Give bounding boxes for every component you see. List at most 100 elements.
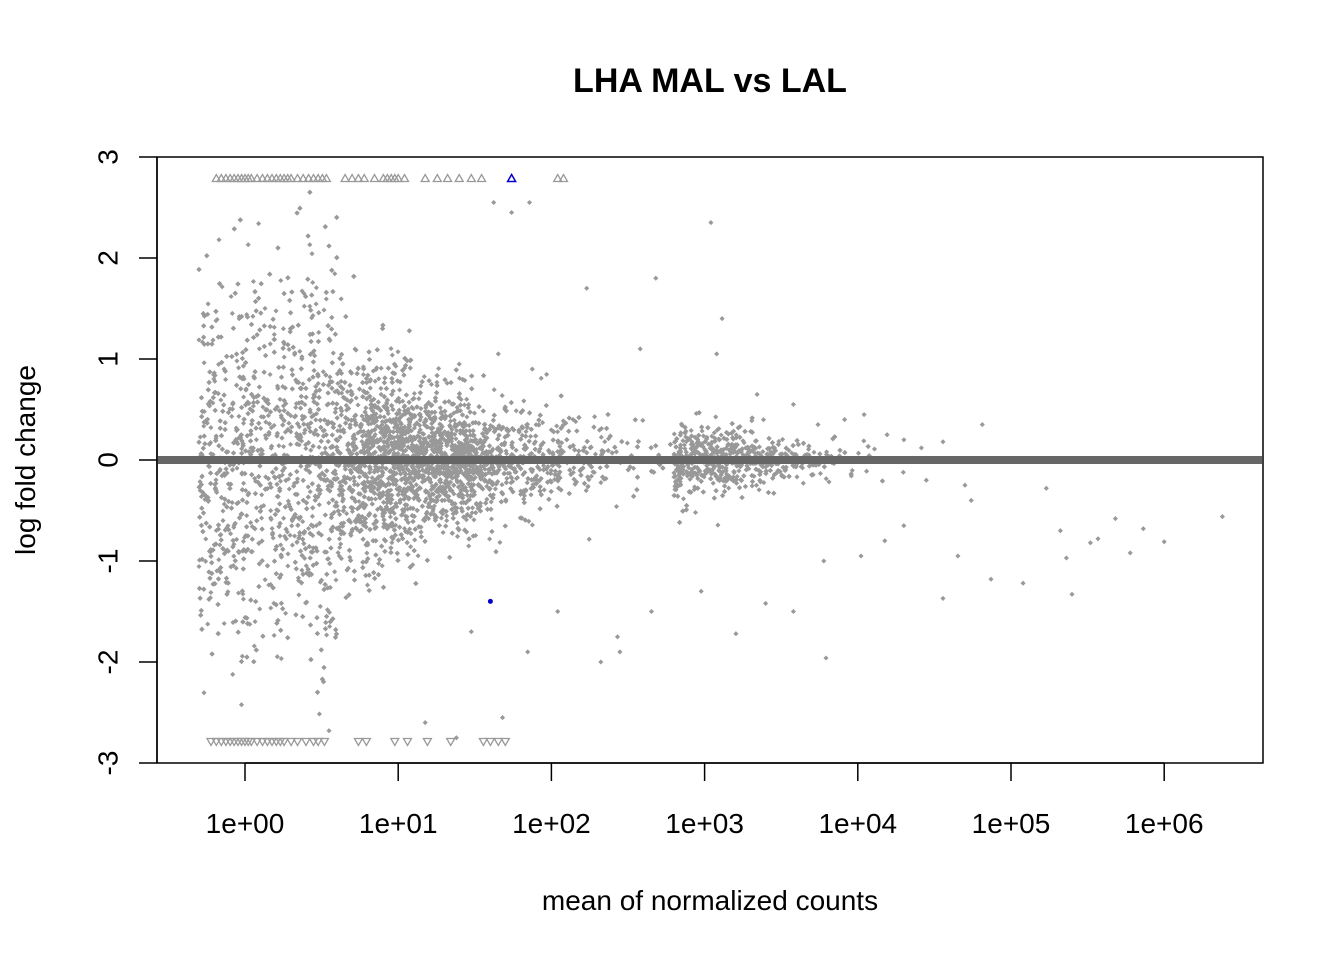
data-point [407,526,413,532]
data-point [855,450,862,456]
data-point [332,569,338,575]
data-point [411,390,417,397]
data-point [794,474,800,480]
data-point [571,465,577,471]
data-point [389,492,395,498]
data-point [466,543,472,549]
data-point [800,480,806,486]
data-point [196,563,202,570]
data-point [598,434,604,440]
data-point [283,610,289,616]
data-point [356,474,363,480]
data-point [353,395,359,401]
data-point [367,385,373,391]
data-point [216,557,222,563]
data-point [376,560,382,567]
data-point [497,539,503,545]
data-point [253,505,260,511]
data-point [294,430,300,437]
data-point [338,378,344,384]
data-point [355,402,361,408]
data-point [300,519,306,525]
data-point [317,491,323,497]
data-point [408,544,414,550]
data-point [205,621,211,627]
data-point [300,381,306,387]
data-point [236,413,242,419]
data-point [753,482,760,488]
data-point [258,425,264,431]
data-point [210,337,216,343]
data-point [418,383,424,389]
data-point [286,420,292,426]
data-point [364,582,371,588]
data-point [286,486,292,492]
data-point [269,525,275,532]
data-point [504,475,510,481]
data-point [710,480,716,486]
data-point [240,596,246,602]
data-point [317,603,323,609]
data-point [280,444,287,450]
data-point [448,418,454,424]
data-point [307,489,313,495]
data-point [488,516,495,522]
data-point [276,443,282,449]
data-point [499,482,505,488]
data-point [239,653,245,659]
data-point [343,402,349,408]
data-point [245,242,251,248]
data-point [293,404,299,411]
data-point [231,553,237,559]
data-point [268,508,274,514]
data-point [296,592,302,598]
data-point [234,465,240,471]
data-point [309,513,315,519]
data-point [437,405,443,411]
data-point [327,623,333,630]
data-point [326,500,332,506]
data-point [234,358,240,364]
data-point [310,279,316,286]
data-point [201,360,207,366]
data-point [900,469,906,475]
data-point [344,389,350,395]
data-point [259,492,265,498]
data-point [817,470,823,477]
data-point [208,589,214,596]
data-point [221,620,227,627]
data-point [324,632,330,638]
data-point [378,385,384,391]
data-point [229,310,235,316]
data-point [218,397,224,403]
data-point [864,468,870,474]
data-point [259,515,265,521]
data-point [586,536,592,542]
data-point [213,477,219,483]
data-point [438,515,444,521]
data-point [223,376,229,383]
data-point [344,511,350,517]
data-point [253,437,259,443]
data-point [281,515,287,521]
data-point [369,475,375,481]
data-point [299,567,305,573]
data-point [287,532,293,538]
data-point [491,387,497,393]
data-point [389,352,395,358]
data-point [453,436,459,442]
data-point [692,509,699,516]
data-point [464,396,470,402]
data-point [216,361,222,367]
data-point [861,438,867,444]
data-point [434,379,440,385]
data-point [624,440,630,446]
data-point [323,296,329,302]
data-point [256,221,262,227]
data-point [429,402,435,408]
data-point [277,478,284,484]
data-point [313,417,319,423]
data-point [397,387,403,393]
data-point [444,380,450,386]
data-point [256,346,262,352]
